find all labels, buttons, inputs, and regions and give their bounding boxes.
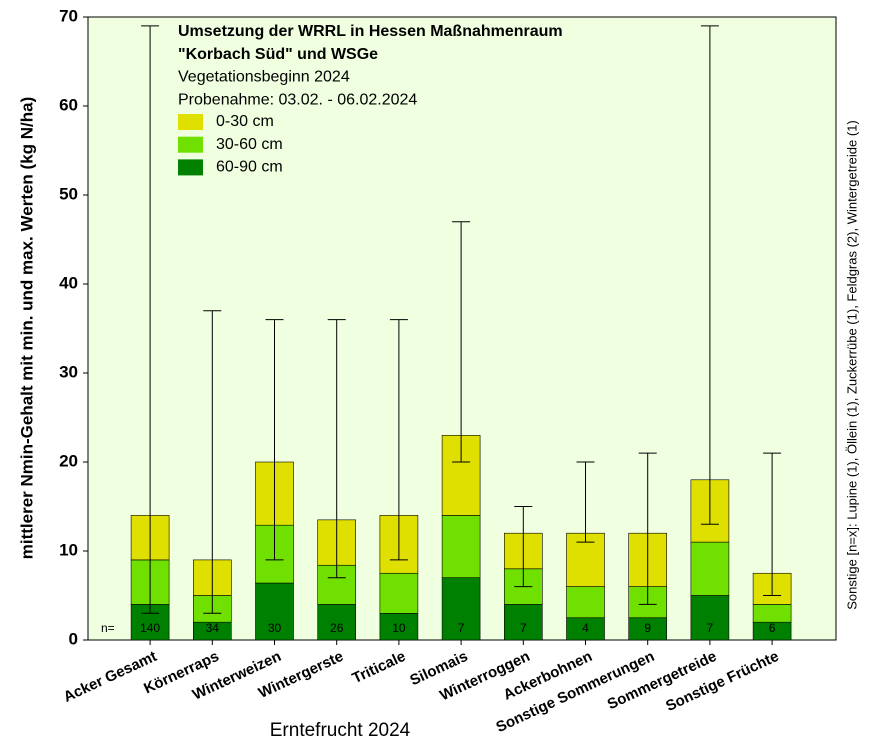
side-note: Sonstige [n=x]: Lupine (1), Öllein (1), …	[844, 120, 859, 610]
y-tick-label: 20	[59, 451, 78, 470]
y-tick-label: 50	[59, 184, 78, 203]
n-value: 34	[206, 621, 220, 635]
bar-segment	[690, 595, 730, 641]
bar-segment	[379, 572, 419, 614]
title-line: Probenahme: 03.02. - 06.02.2024	[178, 91, 417, 108]
title-line: Umsetzung der WRRL in Hessen Maßnahmenra…	[178, 23, 563, 40]
n-value: 4	[582, 621, 589, 635]
y-tick-label: 0	[69, 629, 78, 648]
n-value: 7	[707, 621, 714, 635]
n-value: 10	[392, 621, 406, 635]
n-value: 30	[268, 621, 282, 635]
bar-segment	[255, 582, 294, 641]
legend-label: 60-90 cm	[216, 159, 283, 176]
bar-segment	[566, 586, 605, 619]
x-tick-label: Triticale	[350, 648, 409, 687]
x-tick-label: Sonstige Früchte	[663, 648, 781, 715]
bar-segment	[441, 515, 481, 579]
y-tick-label: 70	[59, 6, 78, 25]
bar-segment	[317, 604, 357, 641]
title-line: Vegetationsbeginn 2024	[178, 69, 350, 86]
bar-segment	[690, 541, 730, 596]
n-value: 9	[644, 621, 651, 635]
n-value: 7	[520, 621, 527, 635]
y-axis-label: mittlerer Nmin-Gehalt mit min. und max. …	[17, 97, 36, 560]
bar-segment	[752, 604, 792, 623]
title-line: "Korbach Süd" und WSGe	[178, 46, 378, 63]
x-axis-label: Erntefrucht 2024	[270, 720, 411, 741]
y-tick-label: 10	[59, 540, 78, 559]
y-tick-label: 60	[59, 95, 78, 114]
legend-label: 0-30 cm	[216, 113, 274, 130]
legend-swatch	[178, 159, 203, 176]
n-value: 7	[458, 621, 465, 635]
n-label: n=	[101, 621, 115, 635]
legend-label: 30-60 cm	[216, 136, 283, 153]
legend-swatch	[178, 136, 203, 153]
y-tick-label: 40	[59, 273, 78, 292]
y-tick-label: 30	[59, 362, 78, 381]
bar-segment	[503, 604, 543, 641]
n-value: 26	[330, 621, 344, 635]
n-value: 6	[769, 621, 776, 635]
legend-swatch	[178, 114, 203, 130]
x-tick-label: Acker Gesamt	[61, 648, 160, 706]
n-value: 140	[140, 621, 160, 635]
